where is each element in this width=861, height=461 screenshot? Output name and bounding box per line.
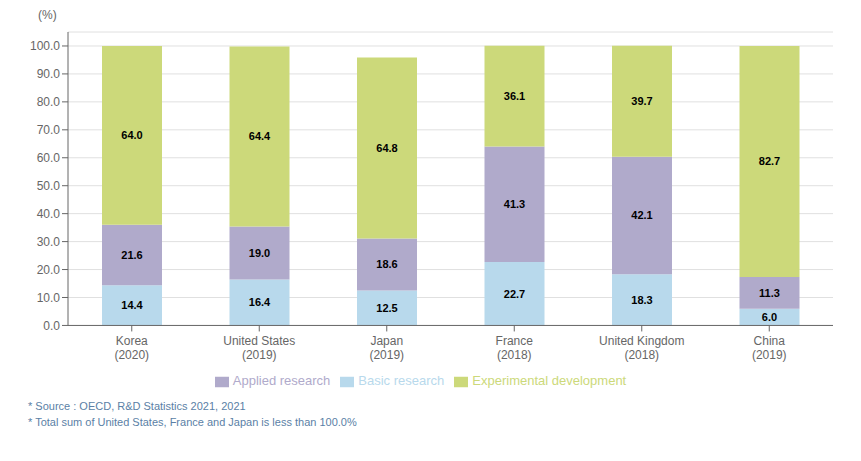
svg-text:18.6: 18.6 <box>376 258 397 270</box>
svg-text:14.4: 14.4 <box>121 299 143 311</box>
svg-text:36.1: 36.1 <box>504 90 525 102</box>
html-text:Basic research: Basic research <box>358 373 445 389</box>
svg-text:64.0: 64.0 <box>121 129 142 141</box>
html-text:* Source : OECD, R&D Statistic: * Source : OECD, R&D Statistics 2021, 20… <box>28 400 246 412</box>
svg-text:16.4: 16.4 <box>249 296 271 308</box>
svg-text:50.0: 50.0 <box>37 179 61 193</box>
html-text:Applied research: Applied research <box>232 373 331 389</box>
svg-text:18.3: 18.3 <box>631 294 652 306</box>
svg-text:12.5: 12.5 <box>376 302 397 314</box>
svg-text:United States(2019): United States(2019) <box>223 334 295 362</box>
svg-text:United Kingdom(2018): United Kingdom(2018) <box>599 334 684 362</box>
svg-text:60.0: 60.0 <box>37 151 61 165</box>
svg-text:40.0: 40.0 <box>37 207 61 221</box>
svg-text:Korea(2020): Korea(2020) <box>114 334 149 362</box>
svg-text:70.0: 70.0 <box>37 123 61 137</box>
svg-text:41.3: 41.3 <box>504 198 525 210</box>
svg-text:30.0: 30.0 <box>37 235 61 249</box>
html-text:Experimental development: Experimental development <box>472 373 627 389</box>
svg-text:64.8: 64.8 <box>376 142 397 154</box>
svg-text:11.3: 11.3 <box>759 287 780 299</box>
svg-text:21.6: 21.6 <box>121 249 142 261</box>
svg-text:Japan(2019): Japan(2019) <box>369 334 404 362</box>
svg-text:0.0: 0.0 <box>43 319 60 333</box>
svg-text:80.0: 80.0 <box>37 95 61 109</box>
svg-text:39.7: 39.7 <box>631 95 652 107</box>
svg-text:19.0: 19.0 <box>249 247 270 259</box>
svg-text:22.7: 22.7 <box>504 288 525 300</box>
svg-text:100.0: 100.0 <box>30 39 60 53</box>
svg-text:6.0: 6.0 <box>762 311 777 323</box>
svg-text:82.7: 82.7 <box>759 155 780 167</box>
svg-text:90.0: 90.0 <box>37 67 61 81</box>
svg-text:10.0: 10.0 <box>37 291 61 305</box>
svg-text:64.4: 64.4 <box>249 130 271 142</box>
html-text:* Total sum of United States,: * Total sum of United States, France and… <box>28 416 357 428</box>
svg-text:20.0: 20.0 <box>37 263 61 277</box>
svg-text:China(2019): China(2019) <box>752 334 787 362</box>
svg-text:42.1: 42.1 <box>631 209 652 221</box>
svg-text:France(2018): France(2018) <box>496 334 534 362</box>
